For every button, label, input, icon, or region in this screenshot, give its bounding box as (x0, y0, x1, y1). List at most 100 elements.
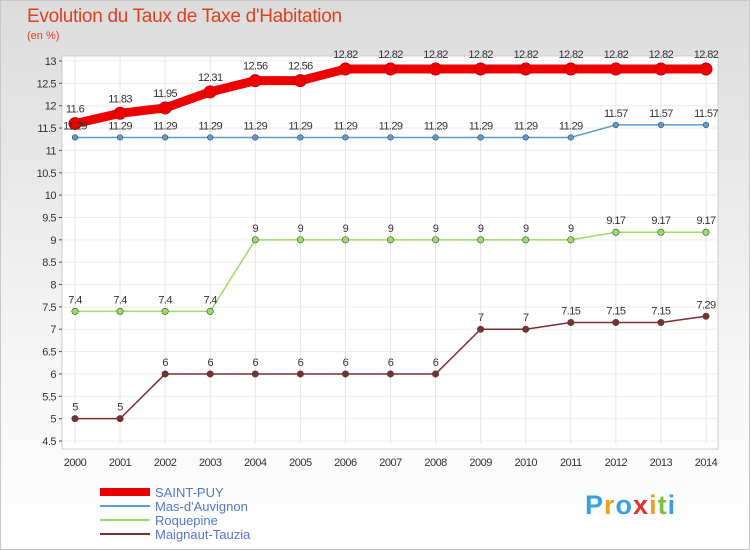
data-label: 11.29 (243, 120, 267, 132)
data-point (612, 319, 620, 327)
y-tick-label: 13 (45, 56, 57, 68)
data-point (71, 134, 79, 141)
data-label: 6 (388, 357, 394, 369)
x-tick-label: 2000 (64, 457, 87, 469)
data-point (252, 134, 259, 141)
y-tick-label: 9 (50, 235, 56, 247)
data-label: 9 (568, 223, 574, 235)
data-point (116, 415, 124, 423)
x-tick-label: 2012 (605, 457, 628, 469)
data-point (519, 62, 533, 76)
data-label: 11.29 (424, 120, 448, 132)
data-point (567, 134, 574, 141)
data-point (657, 121, 665, 129)
data-label: 7 (523, 312, 529, 324)
data-point (338, 62, 352, 76)
data-point (203, 85, 217, 99)
data-label: 9 (388, 223, 394, 235)
data-label: 7.15 (606, 306, 625, 318)
logo-letter: o (615, 490, 634, 520)
data-point (477, 134, 484, 141)
logo-letter: i (667, 490, 677, 520)
data-label: 12.82 (333, 49, 358, 61)
y-tick-label: 8.5 (42, 257, 56, 269)
y-tick-label: 11.5 (37, 123, 56, 135)
y-tick-label: 7.5 (42, 302, 56, 314)
data-point (251, 370, 259, 378)
data-point (432, 236, 440, 244)
legend-label: SAINT-PUY (155, 485, 224, 500)
y-tick-label: 4.5 (42, 436, 56, 448)
data-point (567, 236, 575, 244)
data-point (432, 134, 439, 141)
y-tick-label: 6.5 (42, 347, 56, 359)
x-tick-label: 2005 (289, 457, 312, 469)
data-label: 11.29 (514, 120, 538, 132)
x-tick-label: 2002 (154, 457, 177, 469)
data-label: 9.17 (606, 215, 625, 227)
y-tick-label: 6 (50, 369, 56, 381)
data-point (293, 74, 307, 88)
data-label: 7.4 (158, 294, 172, 306)
logo-letter: t (657, 490, 668, 520)
data-point (522, 236, 530, 244)
data-point (158, 101, 172, 115)
y-tick-label: 5.5 (42, 391, 56, 403)
data-point (206, 307, 214, 315)
x-tick-label: 2001 (109, 457, 132, 469)
data-label: 11.29 (559, 120, 583, 132)
logo-letter: x (633, 490, 650, 520)
data-point (113, 106, 127, 120)
data-label: 12.56 (243, 61, 268, 73)
data-point (522, 325, 530, 333)
data-label: 12.82 (378, 49, 403, 61)
data-label: 11.29 (379, 120, 403, 132)
data-label: 12.82 (559, 49, 584, 61)
data-label: 6 (207, 357, 213, 369)
data-label: 7.29 (696, 299, 715, 311)
data-point (116, 134, 124, 141)
data-label: 7.4 (113, 294, 127, 306)
data-label: 5 (72, 402, 78, 414)
data-point (387, 134, 394, 141)
data-label: 12.82 (423, 49, 448, 61)
data-point (161, 370, 169, 378)
data-label: 12.82 (604, 49, 629, 61)
data-label: 6 (162, 357, 168, 369)
data-point (297, 134, 304, 141)
data-label: 11.57 (649, 108, 673, 120)
data-label: 6 (253, 357, 259, 369)
data-point (612, 228, 620, 236)
data-label: 9.17 (651, 215, 670, 227)
data-label: 9 (433, 223, 439, 235)
data-point (206, 370, 214, 378)
data-label: 11.57 (604, 108, 628, 120)
data-point (296, 236, 304, 244)
x-tick-label: 2007 (379, 457, 402, 469)
data-label: 11.83 (108, 93, 132, 105)
data-point (477, 325, 485, 333)
y-tick-label: 11 (46, 145, 57, 157)
x-tick-label: 2009 (469, 457, 492, 469)
data-label: 7.15 (651, 306, 670, 318)
proxiti-logo: Proxiti (585, 490, 676, 521)
data-label: 11.57 (694, 108, 718, 120)
data-point (116, 307, 124, 315)
y-tick-label: 10.5 (37, 168, 57, 180)
legend-label: Roquepine (155, 513, 218, 528)
legend-label: Mas-d'Auvignon (155, 499, 248, 514)
data-point (474, 62, 488, 76)
data-label: 9 (343, 223, 349, 235)
data-point (207, 134, 214, 141)
data-label: 9 (298, 223, 304, 235)
y-tick-label: 5 (50, 414, 56, 426)
data-point (702, 228, 710, 236)
data-point (612, 121, 619, 129)
data-label: 9 (523, 223, 529, 235)
data-label: 7.4 (68, 294, 82, 306)
data-point (432, 370, 440, 378)
data-point (699, 62, 713, 76)
logo-letter: i (649, 490, 658, 520)
data-point (248, 74, 262, 88)
data-point (702, 312, 710, 320)
